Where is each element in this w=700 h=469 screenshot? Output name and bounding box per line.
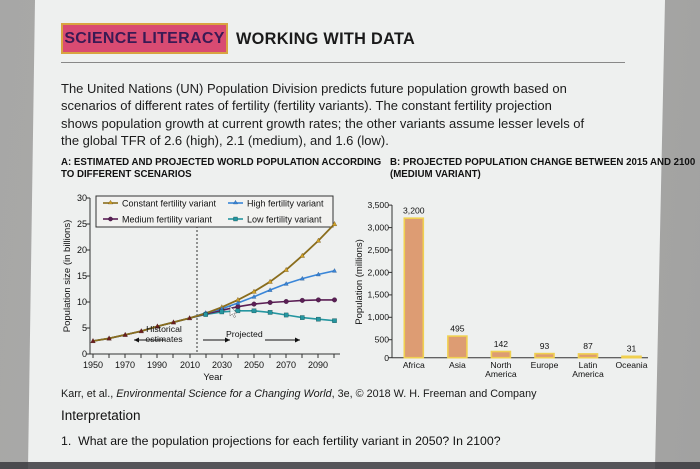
svg-text:Population size (in billions): Population size (in billions) <box>62 220 73 332</box>
svg-text:High fertility variant: High fertility variant <box>247 199 324 209</box>
svg-text:2070: 2070 <box>276 360 296 370</box>
svg-text:30: 30 <box>77 193 87 203</box>
svg-text:Constant fertility variant: Constant fertility variant <box>122 199 217 209</box>
svg-text:1970: 1970 <box>115 360 135 370</box>
svg-text:142: 142 <box>494 339 509 349</box>
svg-text:1,000: 1,000 <box>367 312 389 322</box>
svg-text:Population (millions): Population (millions) <box>354 239 365 325</box>
svg-text:1,500: 1,500 <box>367 290 389 300</box>
svg-text:15: 15 <box>77 271 87 281</box>
svg-text:Year: Year <box>203 372 222 383</box>
svg-text:2050: 2050 <box>244 360 264 370</box>
svg-text:America: America <box>485 369 517 379</box>
svg-text:America: America <box>572 369 604 379</box>
svg-text:Oceania: Oceania <box>615 360 647 370</box>
svg-text:2,000: 2,000 <box>367 267 389 277</box>
svg-text:2,500: 2,500 <box>367 245 389 255</box>
svg-text:Europe: Europe <box>531 360 559 370</box>
svg-text:Medium fertility variant: Medium fertility variant <box>122 215 213 225</box>
svg-text:Africa: Africa <box>403 360 425 370</box>
svg-text:2090: 2090 <box>308 360 328 370</box>
svg-text:93: 93 <box>540 341 550 351</box>
svg-text:3,000: 3,000 <box>367 222 389 232</box>
svg-text:2030: 2030 <box>212 360 232 370</box>
svg-text:2010: 2010 <box>180 360 200 370</box>
svg-text:31: 31 <box>627 344 637 354</box>
svg-text:10: 10 <box>77 297 87 307</box>
svg-text:3,500: 3,500 <box>367 200 389 210</box>
svg-text:1950: 1950 <box>83 360 103 370</box>
svg-text:495: 495 <box>450 323 465 333</box>
svg-text:87: 87 <box>583 341 593 351</box>
svg-text:20: 20 <box>77 245 87 255</box>
svg-text:Asia: Asia <box>449 360 466 370</box>
svg-text:500: 500 <box>375 335 390 345</box>
svg-text:1990: 1990 <box>147 360 167 370</box>
svg-text:25: 25 <box>77 219 87 229</box>
svg-text:3,200: 3,200 <box>403 206 425 216</box>
svg-text:Low fertility variant: Low fertility variant <box>247 215 322 225</box>
